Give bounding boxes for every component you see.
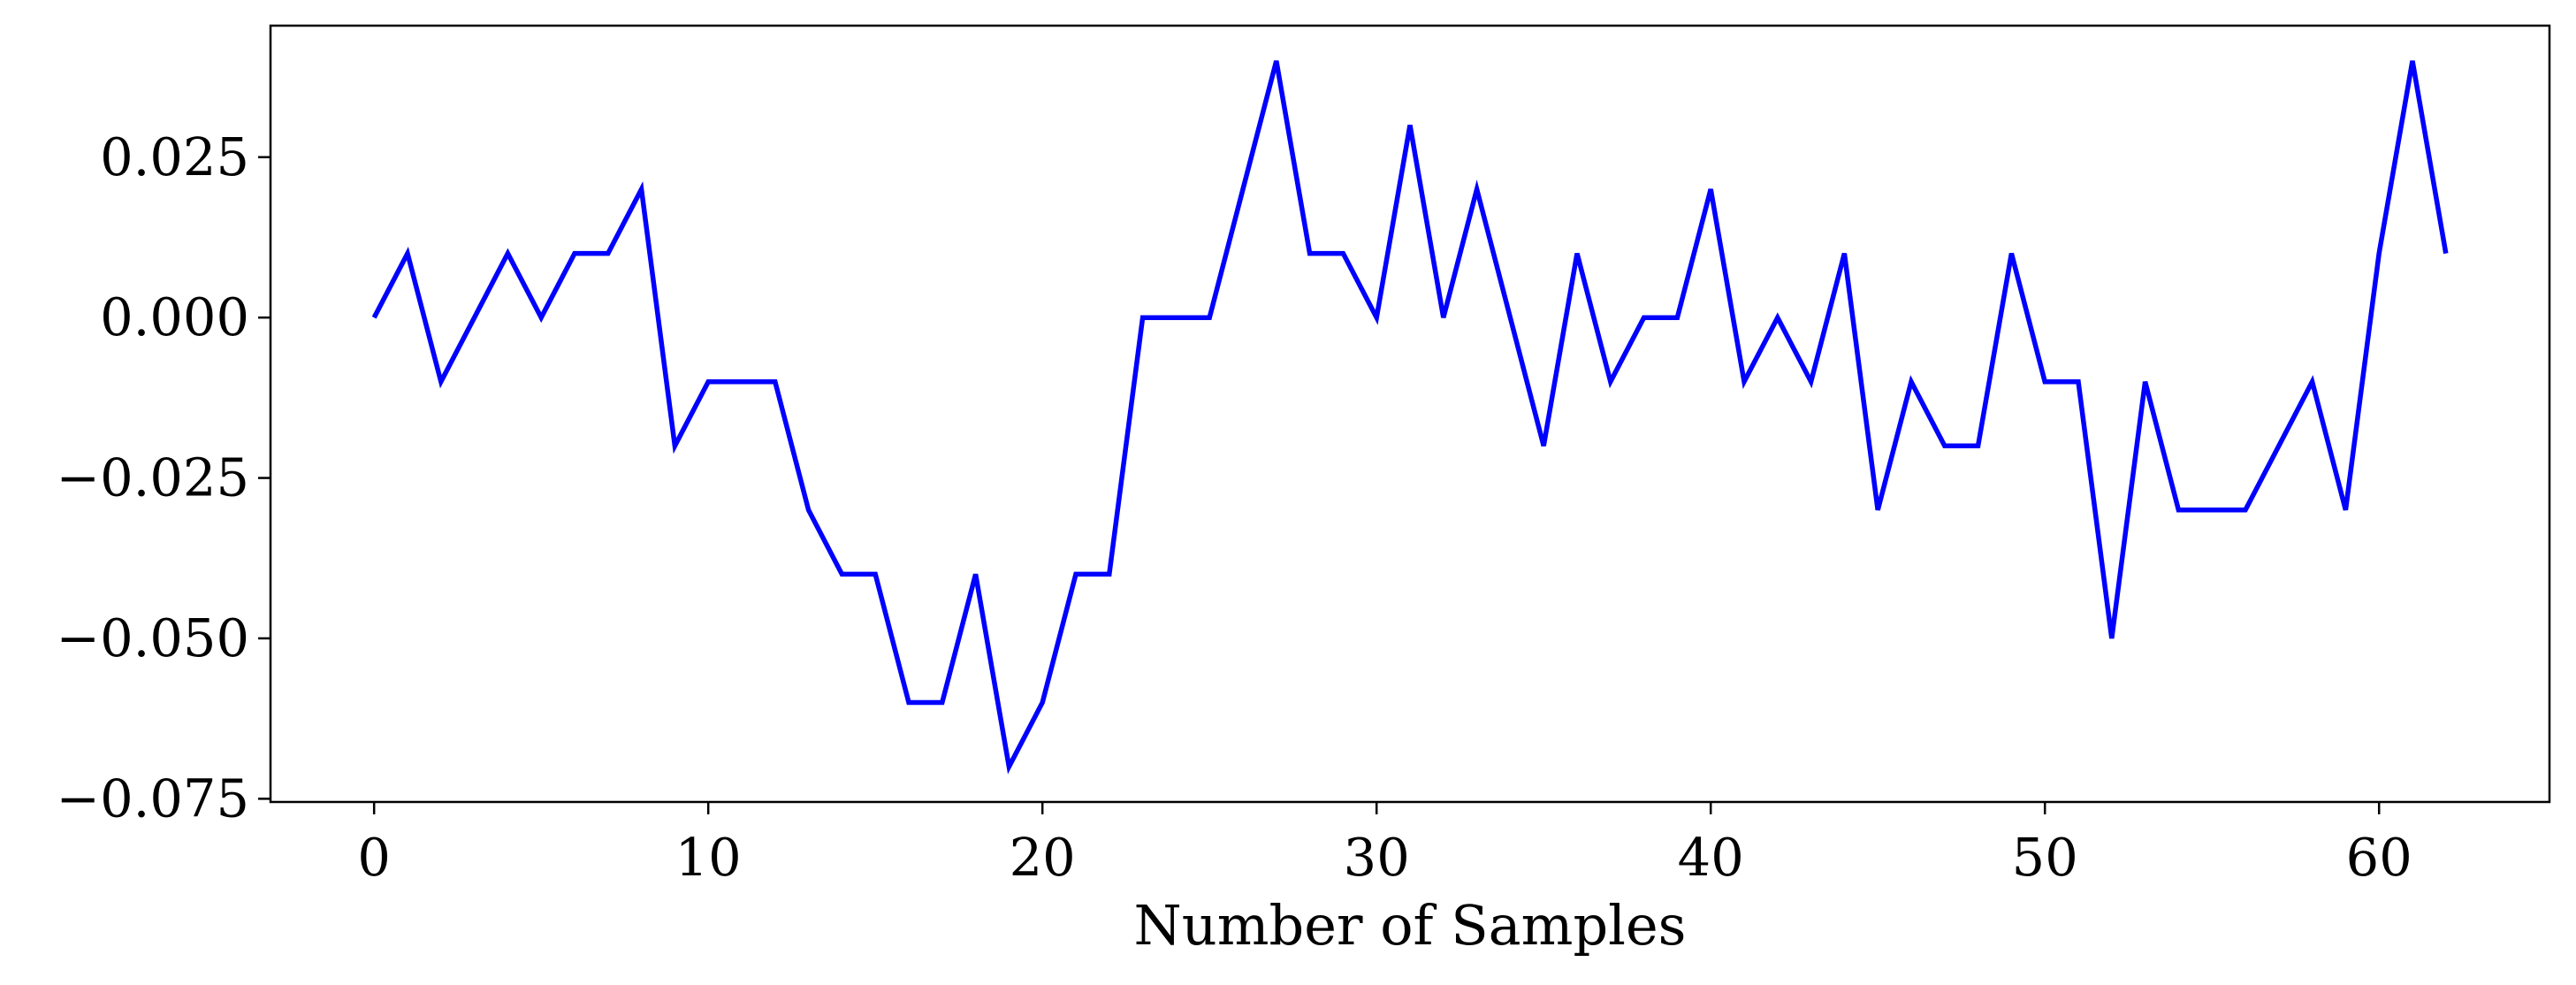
x-tick-label: 30 xyxy=(1344,827,1410,888)
x-tick-label: 20 xyxy=(1010,827,1076,888)
plot-area xyxy=(371,60,2449,775)
y-tick-label: −0.025 xyxy=(57,447,249,508)
x-axis: 0 10 20 30 40 50 60 xyxy=(357,802,2412,888)
x-tick-label: 10 xyxy=(675,827,742,888)
x-tick-label: 40 xyxy=(1678,827,1744,888)
y-tick-label: −0.050 xyxy=(57,607,249,668)
x-tick-label: 0 xyxy=(357,827,391,888)
series-line-0 xyxy=(371,60,2449,775)
y-tick-label: 0.025 xyxy=(100,126,249,187)
x-tick-label: 50 xyxy=(2012,827,2078,888)
y-tick-label: −0.075 xyxy=(57,767,249,828)
x-tick-label: 60 xyxy=(2346,827,2412,888)
y-axis: 0.025 0.000 −0.025 −0.050 −0.075 xyxy=(57,126,271,828)
x-axis-label: Number of Samples xyxy=(1134,893,1687,958)
plot-frame xyxy=(269,24,2551,804)
y-tick-label: 0.000 xyxy=(100,286,249,347)
